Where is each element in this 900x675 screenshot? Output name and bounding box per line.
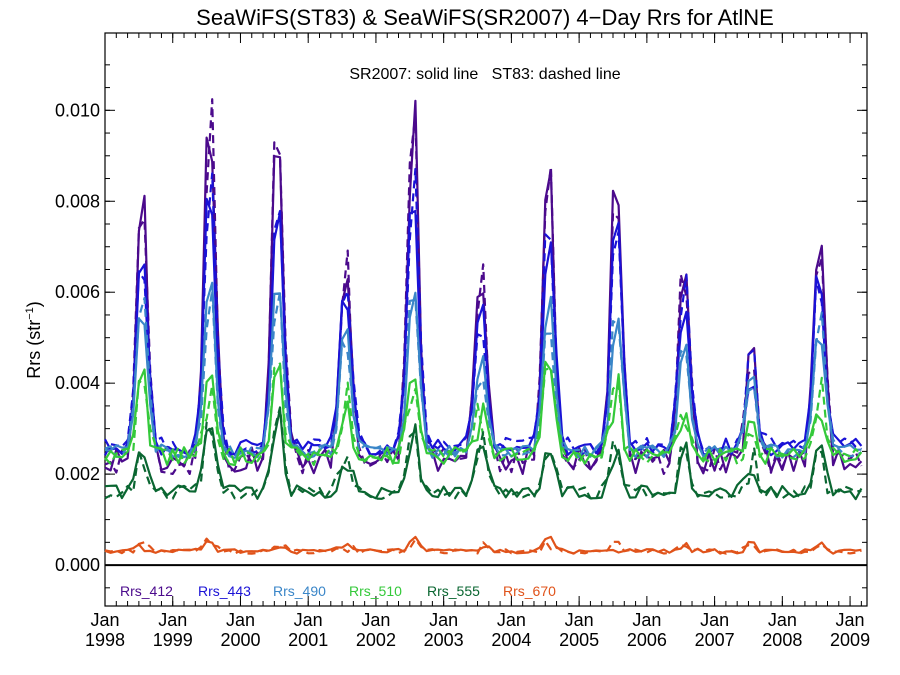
y-tick-label: 0.004 xyxy=(55,373,100,393)
series-Rrs_510-solid xyxy=(104,360,863,467)
y-axis-label-close: ) xyxy=(24,301,44,307)
svg-text:Rrs (str−1): Rrs (str−1) xyxy=(24,301,44,379)
y-axis-label-sup: −1 xyxy=(24,307,36,320)
x-tick-label-year: 2002 xyxy=(356,630,396,650)
x-tick-label-month: Jan xyxy=(497,610,526,630)
x-tick-label-month: Jan xyxy=(700,610,729,630)
series-Rrs_412-solid xyxy=(104,99,863,475)
x-tick-label-year: 1999 xyxy=(153,630,193,650)
series-layer xyxy=(104,98,863,555)
x-tick-label-month: Jan xyxy=(294,610,323,630)
series-Rrs_412-dashed xyxy=(104,98,863,475)
x-tick-label-year: 2000 xyxy=(220,630,260,650)
x-tick-label-year: 2007 xyxy=(695,630,735,650)
series-Rrs_490-dashed xyxy=(104,289,862,459)
x-tick-label-year: 2009 xyxy=(830,630,870,650)
x-tick-label-month: Jan xyxy=(565,610,594,630)
series-Rrs_555-dashed xyxy=(104,406,862,501)
series-Rrs_443-solid xyxy=(104,197,863,457)
y-tick-label: 0.006 xyxy=(55,282,100,302)
x-tick-label-year: 1998 xyxy=(85,630,125,650)
series-Rrs_555-solid xyxy=(104,407,863,501)
chart-title: SeaWiFS(ST83) & SeaWiFS(SR2007) 4−Day Rr… xyxy=(196,5,774,30)
x-axis: Jan1998Jan1999Jan2000Jan2001Jan2002Jan20… xyxy=(85,33,870,650)
y-tick-label: 0.002 xyxy=(55,464,100,484)
chart-annotation: SR2007: solid line ST83: dashed line xyxy=(349,66,620,83)
legend-entry-Rrs_490: Rrs_490 xyxy=(273,583,326,599)
legend: Rrs_412 Rrs_443 Rrs_490 Rrs_510 Rrs_555 Rrs_6… xyxy=(120,583,556,599)
x-tick-label-month: Jan xyxy=(158,610,187,630)
y-tick-label: 0.010 xyxy=(55,100,100,120)
y-axis-label-text: Rrs (str xyxy=(24,320,44,379)
x-tick-label-year: 2001 xyxy=(288,630,328,650)
legend-entry-Rrs_510: Rrs_510 xyxy=(349,583,402,599)
y-axis-label: Rrs (str−1) xyxy=(24,301,44,379)
x-tick-label-month: Jan xyxy=(768,610,797,630)
x-tick-label-year: 2003 xyxy=(424,630,464,650)
x-tick-label-month: Jan xyxy=(226,610,255,630)
x-tick-label-year: 2008 xyxy=(762,630,802,650)
legend-entry-Rrs_555: Rrs_555 xyxy=(427,583,480,599)
series-Rrs_670-dashed xyxy=(104,537,862,555)
x-tick-label-year: 2006 xyxy=(627,630,667,650)
series-Rrs_443-dashed xyxy=(104,167,862,457)
x-tick-label-year: 2005 xyxy=(559,630,599,650)
x-tick-label-month: Jan xyxy=(429,610,458,630)
legend-entry-Rrs_670: Rrs_670 xyxy=(503,583,556,599)
y-axis: 0.000 0.002 0.004 0.006 0.008 0.010 xyxy=(55,64,867,589)
plot-frame xyxy=(104,32,868,607)
x-tick-label-month: Jan xyxy=(836,610,865,630)
y-tick-label: 0.000 xyxy=(55,555,100,575)
x-tick-label-month: Jan xyxy=(632,610,661,630)
x-tick-label-month: Jan xyxy=(90,610,119,630)
y-tick-label: 0.008 xyxy=(55,191,100,211)
x-tick-label-month: Jan xyxy=(361,610,390,630)
x-tick-label-year: 2004 xyxy=(491,630,531,650)
legend-entry-Rrs_443: Rrs_443 xyxy=(198,583,251,599)
legend-entry-Rrs_412: Rrs_412 xyxy=(120,583,173,599)
